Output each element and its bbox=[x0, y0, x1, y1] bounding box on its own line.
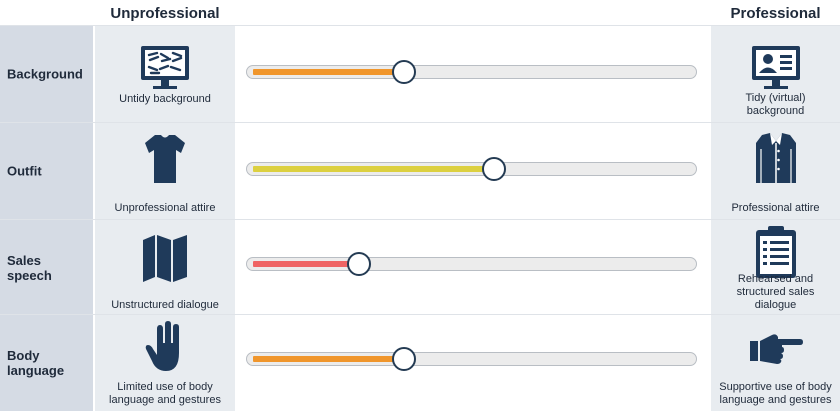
unprofessional-caption: Unprofessional attire bbox=[114, 202, 216, 214]
professional-caption: Supportive use of body language and gest… bbox=[719, 381, 832, 406]
clipboard-icon bbox=[748, 224, 804, 280]
row-label-cell: Body language bbox=[0, 315, 93, 411]
level-slider[interactable] bbox=[246, 60, 697, 84]
professional-caption: Rehearsed and structured sales dialogue bbox=[736, 273, 815, 311]
slider-handle[interactable] bbox=[481, 157, 506, 181]
row-sales-speech: Sales speech Unstructured dialogue bbox=[0, 220, 840, 316]
tshirt-icon bbox=[137, 131, 193, 187]
unprofessional-cell: Unstructured dialogue bbox=[95, 220, 235, 316]
row-label: Sales speech bbox=[7, 253, 52, 283]
divider bbox=[0, 25, 840, 26]
unprofessional-caption: Limited use of body language and gesture… bbox=[109, 381, 221, 406]
row-label: Background bbox=[7, 66, 83, 82]
profile-monitor-icon bbox=[748, 40, 804, 96]
slider-handle[interactable] bbox=[392, 60, 417, 84]
divider bbox=[0, 314, 840, 315]
header-professional: Professional bbox=[730, 5, 821, 22]
row-label-cell: Background bbox=[0, 26, 93, 122]
professional-cell: Tidy (virtual) background bbox=[711, 26, 840, 122]
level-fill bbox=[253, 69, 403, 75]
professional-caption: Tidy (virtual) background bbox=[745, 92, 806, 117]
professional-caption: Professional attire bbox=[731, 202, 820, 214]
open-hand-icon bbox=[137, 319, 193, 375]
unprofessional-caption: Unstructured dialogue bbox=[111, 299, 219, 311]
divider bbox=[0, 122, 840, 123]
slider-handle[interactable] bbox=[347, 252, 372, 276]
row-background: Background Untidy background bbox=[0, 26, 840, 122]
slider-handle[interactable] bbox=[392, 347, 417, 371]
professional-cell: Professional attire bbox=[711, 123, 840, 219]
unprofessional-cell: Limited use of body language and gesture… bbox=[95, 315, 235, 411]
row-label: Body language bbox=[7, 348, 65, 378]
row-label-cell: Sales speech bbox=[0, 220, 93, 316]
messy-monitor-icon bbox=[137, 40, 193, 96]
professional-cell: Rehearsed and structured sales dialogue bbox=[711, 220, 840, 316]
map-icon bbox=[137, 230, 193, 286]
divider bbox=[0, 219, 840, 220]
level-fill bbox=[253, 261, 358, 267]
unprofessional-caption: Untidy background bbox=[119, 93, 211, 105]
level-fill bbox=[253, 166, 492, 172]
unprofessional-cell: Untidy background bbox=[95, 26, 235, 122]
dress-shirt-icon bbox=[748, 129, 804, 185]
level-fill bbox=[253, 356, 403, 362]
level-slider[interactable] bbox=[246, 252, 697, 276]
level-slider[interactable] bbox=[246, 157, 697, 181]
level-slider[interactable] bbox=[246, 347, 697, 371]
row-label: Outfit bbox=[7, 163, 42, 179]
unprofessional-cell: Unprofessional attire bbox=[95, 123, 235, 219]
professional-cell: Supportive use of body language and gest… bbox=[711, 315, 840, 411]
row-body-language: Body language Limited use of body langua… bbox=[0, 315, 840, 411]
row-outfit: Outfit Unprofessional attire Profes bbox=[0, 123, 840, 219]
header-unprofessional: Unprofessional bbox=[110, 5, 220, 22]
pointing-hand-icon bbox=[748, 323, 804, 379]
row-label-cell: Outfit bbox=[0, 123, 93, 219]
